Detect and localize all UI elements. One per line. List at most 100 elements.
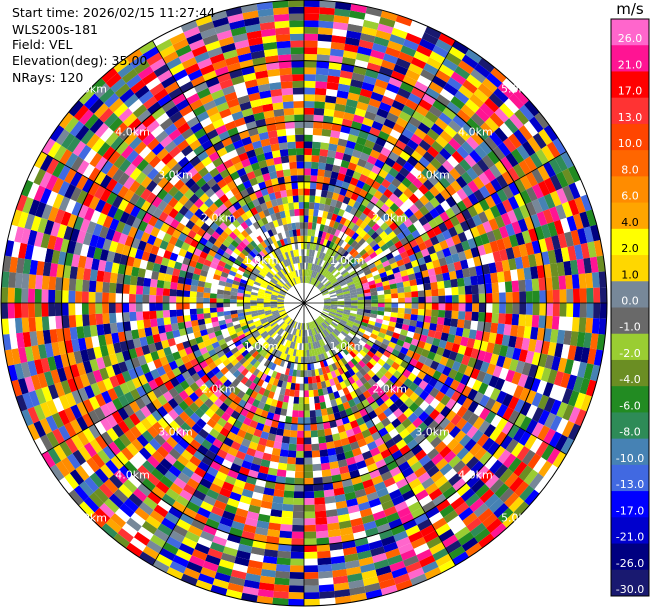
gate-cell [337,513,351,523]
gate-cell [253,332,261,339]
gate-cell [382,362,392,371]
gate-cell [374,247,384,256]
gate-cell [258,465,269,475]
gate-cell [272,333,279,340]
gate-cell [357,293,365,298]
gate-cell [196,303,204,309]
gate-cell [186,332,196,341]
gate-cell [330,299,338,302]
gate-cell [346,213,355,222]
gate-cell [47,384,59,400]
gate-cell [349,155,360,165]
gate-cell [123,93,139,108]
gate-cell [270,177,279,186]
gate-cell [157,272,166,281]
gate-cell [394,455,407,467]
gate-cell [260,409,269,419]
gate-cell [173,116,187,129]
gate-cell [330,549,345,558]
gate-cell [566,288,574,303]
gate-cell [312,243,317,251]
gate-cell [312,278,317,285]
gate-cell [353,322,361,328]
gate-cell [450,96,466,110]
gate-cell [95,156,108,171]
gate-cell [277,306,285,309]
gate-cell [207,46,223,58]
gate-cell [226,98,240,109]
gate-cell [574,346,584,362]
gate-cell [414,512,429,525]
gate-cell [439,88,455,102]
gate-cell [238,318,247,324]
gate-cell [278,455,288,464]
gate-cell [451,402,463,414]
gate-cell [459,220,471,232]
gate-cell [171,351,181,361]
gate-cell [248,250,257,258]
gate-cell [451,192,463,204]
gate-cell [266,123,277,132]
gate-cell [347,573,363,583]
gate-cell [320,339,326,347]
gate-cell [527,136,542,153]
gate-cell [478,533,495,549]
gate-cell [271,95,283,104]
gate-cell [243,453,255,464]
gate-cell [210,183,221,194]
gate-cell [297,322,300,330]
gate-cell [166,225,176,236]
gate-cell [290,236,295,244]
gate-cell [437,429,450,442]
gate-cell [160,75,177,89]
gate-cell [209,135,222,146]
gate-cell [377,290,385,296]
gate-cell [362,19,379,30]
gate-cell [205,254,215,262]
gate-cell [223,437,234,447]
gate-cell [512,427,526,443]
gate-cell [487,150,501,165]
gate-cell [352,114,365,124]
gate-cell [88,167,101,182]
gate-cell [367,219,377,228]
gate-cell [399,251,409,260]
gate-cell [228,343,237,351]
gate-cell [279,210,286,219]
gate-cell [229,303,237,307]
gate-cell [106,164,119,179]
gate-cell [156,229,167,241]
gate-cell [211,341,221,349]
gate-cell [463,319,472,330]
gate-cell [277,462,288,471]
gate-cell [81,303,89,315]
gate-cell [409,428,422,440]
gate-cell [443,376,454,388]
gate-cell [243,245,252,254]
gate-cell [258,582,275,591]
gate-cell [313,490,325,498]
gate-cell [404,387,414,398]
gate-cell [2,333,12,351]
gate-cell [323,294,331,298]
gate-cell [340,395,348,404]
gate-cell [2,255,12,273]
gate-cell [282,259,288,267]
gate-cell [126,255,135,267]
gate-cell [391,177,402,188]
gate-cell [304,228,308,236]
gate-cell [251,312,259,317]
gate-cell [155,295,163,303]
gate-cell [321,414,330,423]
gate-cell [304,390,309,398]
gate-cell [408,478,422,490]
gate-cell [508,358,519,372]
gate-cell [82,192,95,208]
gate-cell [254,146,264,156]
gate-cell [279,290,286,295]
gate-cell [323,329,330,336]
gate-cell [306,349,310,357]
gate-cell [283,422,292,431]
gate-cell [339,380,347,390]
gate-cell [95,281,104,293]
